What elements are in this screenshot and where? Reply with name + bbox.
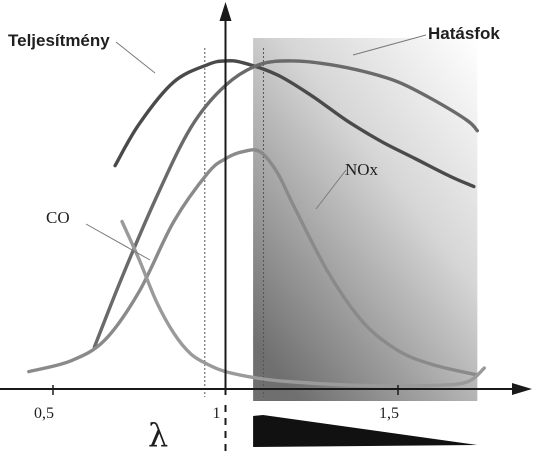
x-axis-arrowhead (512, 383, 532, 395)
series-line-nox (27, 148, 479, 377)
series-label-co: CO (46, 208, 70, 227)
series-line-hata-sfok (92, 59, 479, 349)
series-line-teljesi-tme-ny (113, 59, 476, 189)
x-tick-label-1: 0,5 (34, 405, 54, 422)
series-label-nox: NOx (345, 160, 379, 179)
lambda-wedge (253, 415, 478, 447)
series-label-hata-sfok: Hatásfok (428, 24, 500, 43)
shaded-region (253, 38, 478, 401)
y-axis-arrowhead (219, 2, 232, 21)
x-tick-label-3: 1,5 (379, 405, 399, 422)
x-axis-label: λ (148, 416, 168, 452)
x-ticks: 0,5 1 1,5 (34, 385, 399, 422)
series-label-teljesi-tme-ny: Teljesítmény (8, 31, 110, 50)
leader-line-hata-sfok (352, 34, 427, 56)
curve-labels: Teljesítmény Hatásfok NOx CO (8, 24, 500, 261)
leader-line-co (85, 223, 151, 261)
leader-line-nox (315, 169, 347, 210)
x-tick-label-2: 1 (213, 405, 221, 422)
leader-line-teljesi-tme-ny (115, 41, 156, 74)
